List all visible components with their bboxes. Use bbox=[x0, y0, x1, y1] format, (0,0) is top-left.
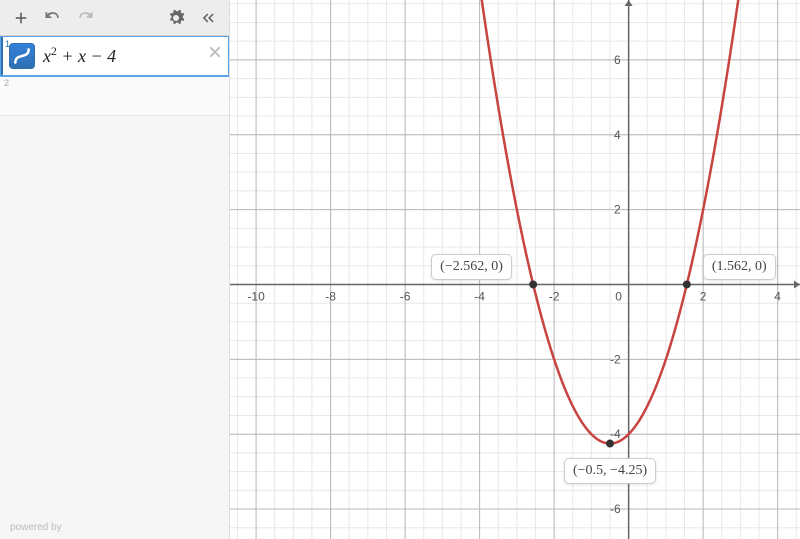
add-expression-button[interactable] bbox=[6, 4, 36, 32]
svg-text:-2: -2 bbox=[549, 289, 560, 303]
point-label[interactable]: (1.562, 0) bbox=[703, 254, 776, 280]
redo-button[interactable] bbox=[70, 4, 100, 32]
delete-expression-button[interactable] bbox=[208, 43, 222, 64]
expression-row-empty[interactable]: 2 bbox=[0, 76, 229, 116]
sidebar-toolbar bbox=[0, 0, 229, 36]
svg-text:-6: -6 bbox=[400, 289, 411, 303]
point-label[interactable]: (−0.5, −4.25) bbox=[564, 458, 656, 484]
svg-text:2: 2 bbox=[700, 289, 707, 303]
undo-button[interactable] bbox=[38, 4, 68, 32]
svg-text:-4: -4 bbox=[474, 289, 485, 303]
expression-index: 1 bbox=[5, 39, 10, 49]
expression-formula[interactable]: x2 + x − 4 bbox=[39, 45, 228, 67]
svg-text:-4: -4 bbox=[610, 427, 621, 441]
svg-text:-6: -6 bbox=[610, 502, 621, 516]
svg-text:6: 6 bbox=[614, 53, 621, 67]
svg-text:-8: -8 bbox=[325, 289, 336, 303]
svg-text:-2: -2 bbox=[610, 352, 621, 366]
expression-row[interactable]: 1 x2 + x − 4 bbox=[0, 36, 229, 76]
svg-text:-10: -10 bbox=[247, 289, 265, 303]
collapse-panel-button[interactable] bbox=[193, 4, 223, 32]
svg-text:4: 4 bbox=[774, 289, 781, 303]
svg-text:2: 2 bbox=[614, 203, 621, 217]
svg-text:0: 0 bbox=[615, 289, 622, 303]
graph-canvas[interactable]: -10 -8 -6 -4 -2 0 2 4 -6 -4 -2 2 4 6 (−2.562, 0) (1.56… bbox=[230, 0, 800, 539]
footer-credit: powered by bbox=[0, 516, 229, 539]
svg-text:4: 4 bbox=[614, 128, 621, 142]
expression-list: 1 x2 + x − 4 2 bbox=[0, 36, 229, 516]
expression-panel: 1 x2 + x − 4 2 powered by bbox=[0, 0, 230, 539]
settings-button[interactable] bbox=[161, 4, 191, 32]
expression-index: 2 bbox=[4, 78, 9, 88]
expression-color-icon[interactable] bbox=[9, 43, 35, 69]
point-label[interactable]: (−2.562, 0) bbox=[431, 254, 512, 280]
